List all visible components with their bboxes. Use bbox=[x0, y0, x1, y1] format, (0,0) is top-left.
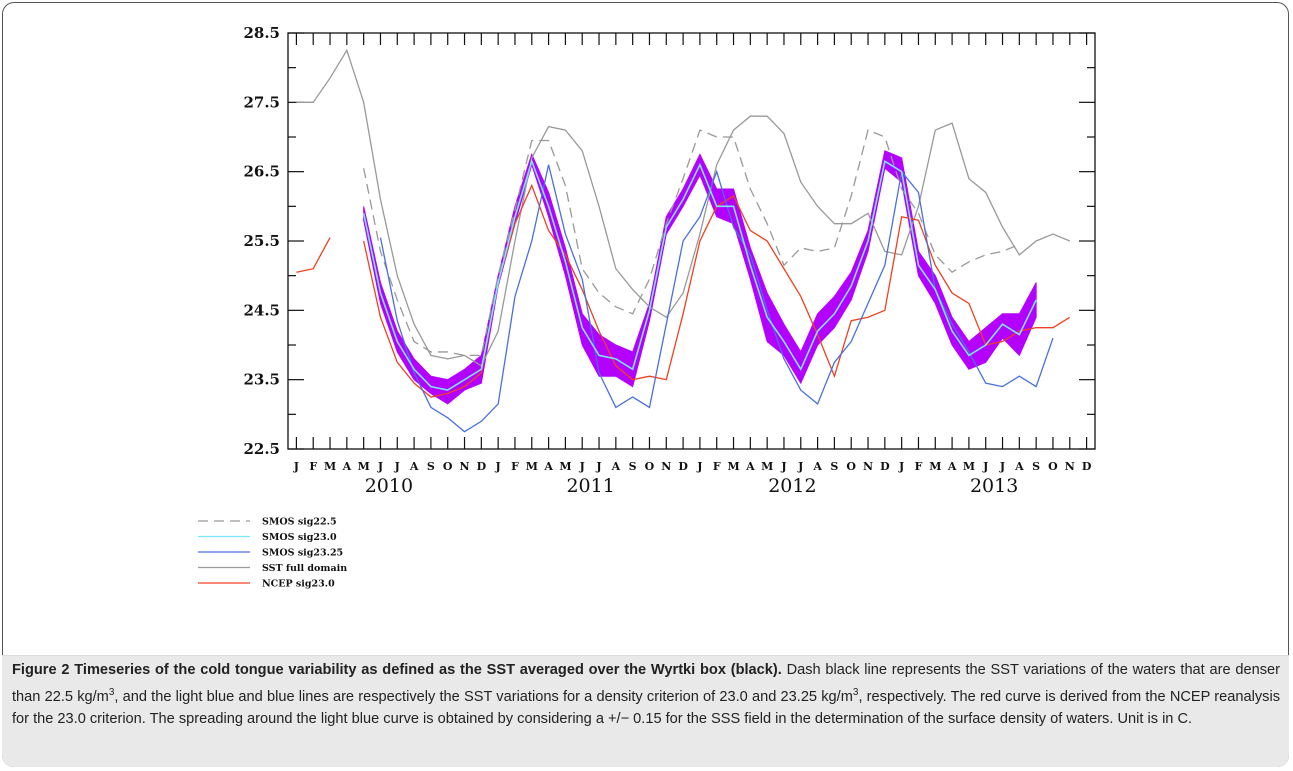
legend-label-smos-sig23-0: SMOS sig23.0 bbox=[262, 532, 337, 543]
y-tick-label: 27.5 bbox=[243, 93, 280, 111]
month-label: A bbox=[1014, 460, 1024, 473]
legend-label-smos-sig23-25: SMOS sig23.25 bbox=[262, 548, 343, 559]
y-tick-label: 23.5 bbox=[243, 371, 280, 389]
month-label: F bbox=[915, 460, 923, 473]
caption-lead: Figure 2 Timeseries of the cold tongue v… bbox=[12, 662, 782, 678]
series-line-sst-full-domain bbox=[296, 48, 1071, 367]
month-label: M bbox=[324, 460, 336, 473]
month-label: F bbox=[309, 460, 317, 473]
y-tick-label: 22.5 bbox=[243, 440, 280, 458]
month-label: J bbox=[696, 460, 702, 473]
month-label: O bbox=[443, 460, 453, 473]
month-label: J bbox=[780, 460, 786, 473]
month-label: S bbox=[1032, 460, 1040, 473]
uncertainty-band bbox=[363, 150, 1037, 405]
month-label: J bbox=[999, 460, 1005, 473]
month-label: M bbox=[963, 460, 975, 473]
month-label: J bbox=[982, 460, 988, 473]
month-label: A bbox=[745, 460, 755, 473]
month-label: A bbox=[812, 460, 822, 473]
caption-sup-2: 3 bbox=[852, 686, 859, 698]
month-label: M bbox=[761, 460, 773, 473]
month-label: O bbox=[1048, 460, 1058, 473]
month-label: M bbox=[727, 460, 739, 473]
caption-text-1: Dash black line represents the SST varia… bbox=[12, 662, 1280, 705]
month-label: A bbox=[947, 460, 957, 473]
chart: 22.523.524.525.526.527.528.5J F M A M J J A S O N D… bbox=[198, 24, 1096, 590]
month-label: D bbox=[880, 460, 890, 473]
figure-caption: Figure 2 Timeseries of the cold tongue v… bbox=[12, 659, 1280, 731]
y-tick-label: 28.5 bbox=[243, 24, 280, 42]
month-label: A bbox=[543, 460, 553, 473]
series-line-smos-sig23-25 bbox=[379, 164, 1054, 433]
month-label: D bbox=[477, 460, 487, 473]
month-label: F bbox=[511, 460, 519, 473]
month-label: J bbox=[377, 460, 383, 473]
year-label: 2010 bbox=[365, 475, 413, 497]
plot-frame bbox=[287, 32, 1096, 450]
month-label: J bbox=[797, 460, 803, 473]
month-label: S bbox=[629, 460, 637, 473]
legend-label-ncep-sig23-0: NCEP sig23.0 bbox=[262, 579, 335, 590]
month-label: J bbox=[495, 460, 501, 473]
month-label: D bbox=[1082, 460, 1092, 473]
caption-text-3: , respectively. The red curve is derived… bbox=[12, 688, 1280, 728]
y-tick-label: 26.5 bbox=[243, 163, 280, 181]
y-tick-label: 24.5 bbox=[243, 301, 280, 319]
series-line-smos-sig22-5 bbox=[363, 129, 1020, 357]
month-label: A bbox=[409, 460, 419, 473]
month-label: O bbox=[645, 460, 655, 473]
month-label: O bbox=[846, 460, 856, 473]
series-line-smos-sig23-0 bbox=[362, 158, 1037, 391]
month-label: M bbox=[526, 460, 538, 473]
legend-label-sst-full-domain: SST full domain bbox=[262, 563, 347, 574]
month-label: J bbox=[595, 460, 601, 473]
caption-text-2: , and the light blue and blue lines are … bbox=[114, 688, 853, 705]
year-label: 2012 bbox=[768, 475, 816, 497]
month-label: N bbox=[863, 460, 873, 473]
month-label: A bbox=[611, 460, 621, 473]
month-label: J bbox=[394, 460, 400, 473]
month-label: M bbox=[559, 460, 571, 473]
month-label: S bbox=[830, 460, 838, 473]
month-label: J bbox=[293, 460, 299, 473]
month-label: M bbox=[929, 460, 941, 473]
month-label: N bbox=[661, 460, 671, 473]
legend-label-smos-sig22-5: SMOS sig22.5 bbox=[262, 517, 337, 528]
series-line-ncep-sig23-0 bbox=[296, 237, 331, 273]
month-label: N bbox=[1065, 460, 1075, 473]
month-label: N bbox=[460, 460, 470, 473]
month-label: S bbox=[427, 460, 435, 473]
month-label: D bbox=[678, 460, 688, 473]
month-label: J bbox=[579, 460, 585, 473]
month-label: A bbox=[342, 460, 352, 473]
month-label: J bbox=[898, 460, 904, 473]
month-label: M bbox=[358, 460, 370, 473]
caption-sup-1: 3 bbox=[108, 686, 115, 698]
caption-background bbox=[2, 655, 1289, 767]
year-label: 2013 bbox=[970, 475, 1018, 497]
month-label: F bbox=[713, 460, 721, 473]
y-tick-label: 25.5 bbox=[243, 232, 280, 250]
year-label: 2011 bbox=[566, 475, 614, 497]
